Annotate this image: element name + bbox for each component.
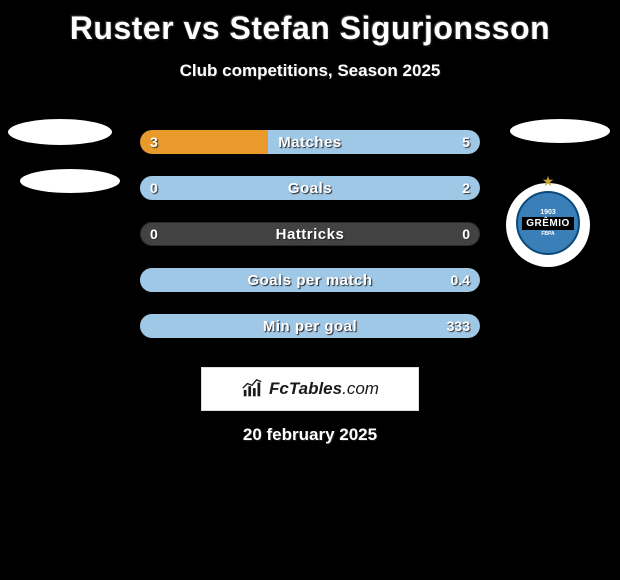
metric-label: Min per goal [140,314,480,338]
comparison-chart: ★ 1903 GRÊMIO FBPA 35Matches02Goals00Hat… [0,119,620,349]
stat-row: 0.4Goals per match [0,257,620,303]
metric-label: Goals per match [140,268,480,292]
bar-track: 0.4Goals per match [140,268,480,292]
snapshot-date: 20 february 2025 [0,425,620,445]
bar-track: 35Matches [140,130,480,154]
watermark: FcTables.com [201,367,419,411]
page-title: Ruster vs Stefan Sigurjonsson [0,0,620,47]
bar-track: 02Goals [140,176,480,200]
bar-track: 00Hattricks [140,222,480,246]
watermark-tld: .com [342,379,379,398]
watermark-text: FcTables.com [269,379,379,399]
stat-row: 00Hattricks [0,211,620,257]
stat-row: 02Goals [0,165,620,211]
bar-track: 333Min per goal [140,314,480,338]
watermark-brand: FcTables [269,379,342,398]
chart-icon [241,378,263,400]
stat-row: 35Matches [0,119,620,165]
metric-label: Hattricks [140,222,480,246]
page-subtitle: Club competitions, Season 2025 [0,61,620,81]
metric-label: Matches [140,130,480,154]
stat-row: 333Min per goal [0,303,620,349]
metric-label: Goals [140,176,480,200]
